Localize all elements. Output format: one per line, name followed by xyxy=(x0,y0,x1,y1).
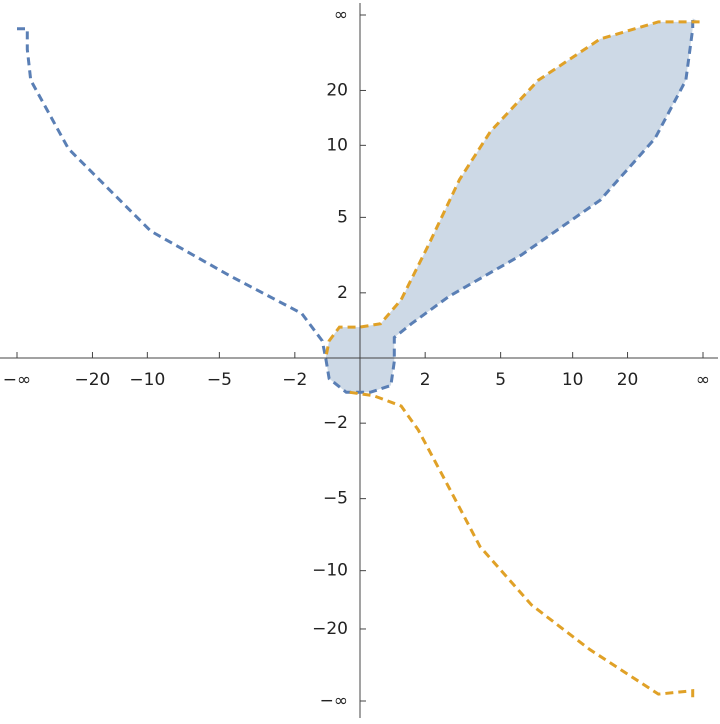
x-tick-label: 2 xyxy=(420,370,431,390)
x-tick-label: 10 xyxy=(562,370,584,390)
x-tick-label: −10 xyxy=(129,370,165,390)
x-tick-label: −2 xyxy=(282,370,307,390)
x-tick-label: 20 xyxy=(617,370,639,390)
x-tick-label: ∞ xyxy=(696,370,710,390)
y-tick-label: ∞ xyxy=(334,5,348,25)
y-tick-label: −10 xyxy=(312,561,348,581)
y-tick-label: 5 xyxy=(337,207,348,227)
x-tick-label: −5 xyxy=(207,370,232,390)
x-tick-label: −∞ xyxy=(3,370,31,390)
line xyxy=(17,18,695,394)
y-tick-label: −2 xyxy=(323,413,348,433)
shaded-region xyxy=(325,18,700,393)
y-tick-label: −∞ xyxy=(320,691,348,711)
y-tick-label: 20 xyxy=(326,80,348,100)
y-tick-label: −20 xyxy=(312,619,348,639)
line xyxy=(324,20,700,701)
x-tick-label: 5 xyxy=(495,370,506,390)
y-tick-label: −5 xyxy=(323,489,348,509)
y-tick-label: 2 xyxy=(337,283,348,303)
y-tick-label: 10 xyxy=(326,135,348,155)
x-tick-label: −20 xyxy=(75,370,111,390)
